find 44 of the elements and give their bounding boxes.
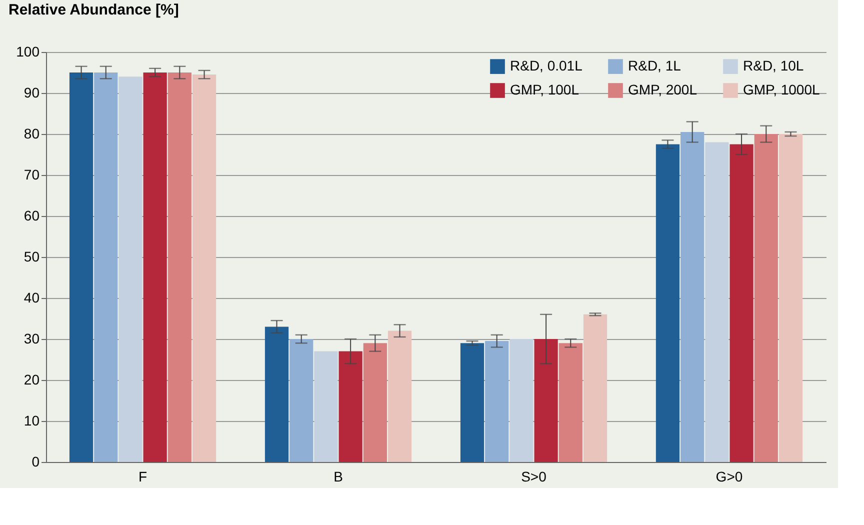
bar <box>143 72 167 462</box>
bar <box>94 72 118 462</box>
bar <box>118 76 142 462</box>
bar <box>730 144 754 462</box>
bar <box>168 72 192 462</box>
bar <box>705 142 729 462</box>
y-tick-label: 10 <box>24 412 40 428</box>
legend-label: R&D, 1L <box>628 58 682 74</box>
x-tick-label: F <box>138 468 148 484</box>
bar <box>583 314 608 462</box>
legend-label: GMP, 1000L <box>743 82 820 98</box>
bar <box>290 339 314 462</box>
bar <box>69 72 94 462</box>
legend-label: GMP, 100L <box>510 82 580 98</box>
legend-label: R&D, 10L <box>743 58 804 74</box>
bar <box>680 132 704 462</box>
legend-label: GMP, 200L <box>628 82 698 98</box>
bar <box>192 74 216 462</box>
y-tick-label: 0 <box>32 454 40 470</box>
y-tick-label: 20 <box>24 372 40 388</box>
bar <box>656 144 680 462</box>
x-tick-label: G>0 <box>716 468 743 484</box>
bar <box>558 343 582 462</box>
bar <box>510 339 534 462</box>
y-tick-label: 60 <box>24 208 40 224</box>
x-tick-label: S>0 <box>521 468 547 484</box>
y-tick-label: 30 <box>24 330 40 346</box>
y-axis-title: Relative Abundance [%] <box>8 2 179 18</box>
legend-label: R&D, 0.01L <box>510 58 583 74</box>
y-tick-label: 80 <box>24 126 40 142</box>
bar <box>338 351 362 462</box>
y-tick-label: 100 <box>16 44 40 60</box>
bar <box>388 330 412 462</box>
bar <box>534 339 558 462</box>
bar <box>754 134 778 462</box>
bar <box>264 326 289 462</box>
y-tick-label: 90 <box>24 84 40 100</box>
y-tick-label: 40 <box>24 290 40 306</box>
y-tick-label: 50 <box>24 248 40 264</box>
bar <box>485 341 509 462</box>
bar <box>314 351 338 462</box>
y-tick-label: 70 <box>24 166 40 182</box>
x-tick-label: B <box>334 468 343 484</box>
bar <box>363 343 387 462</box>
